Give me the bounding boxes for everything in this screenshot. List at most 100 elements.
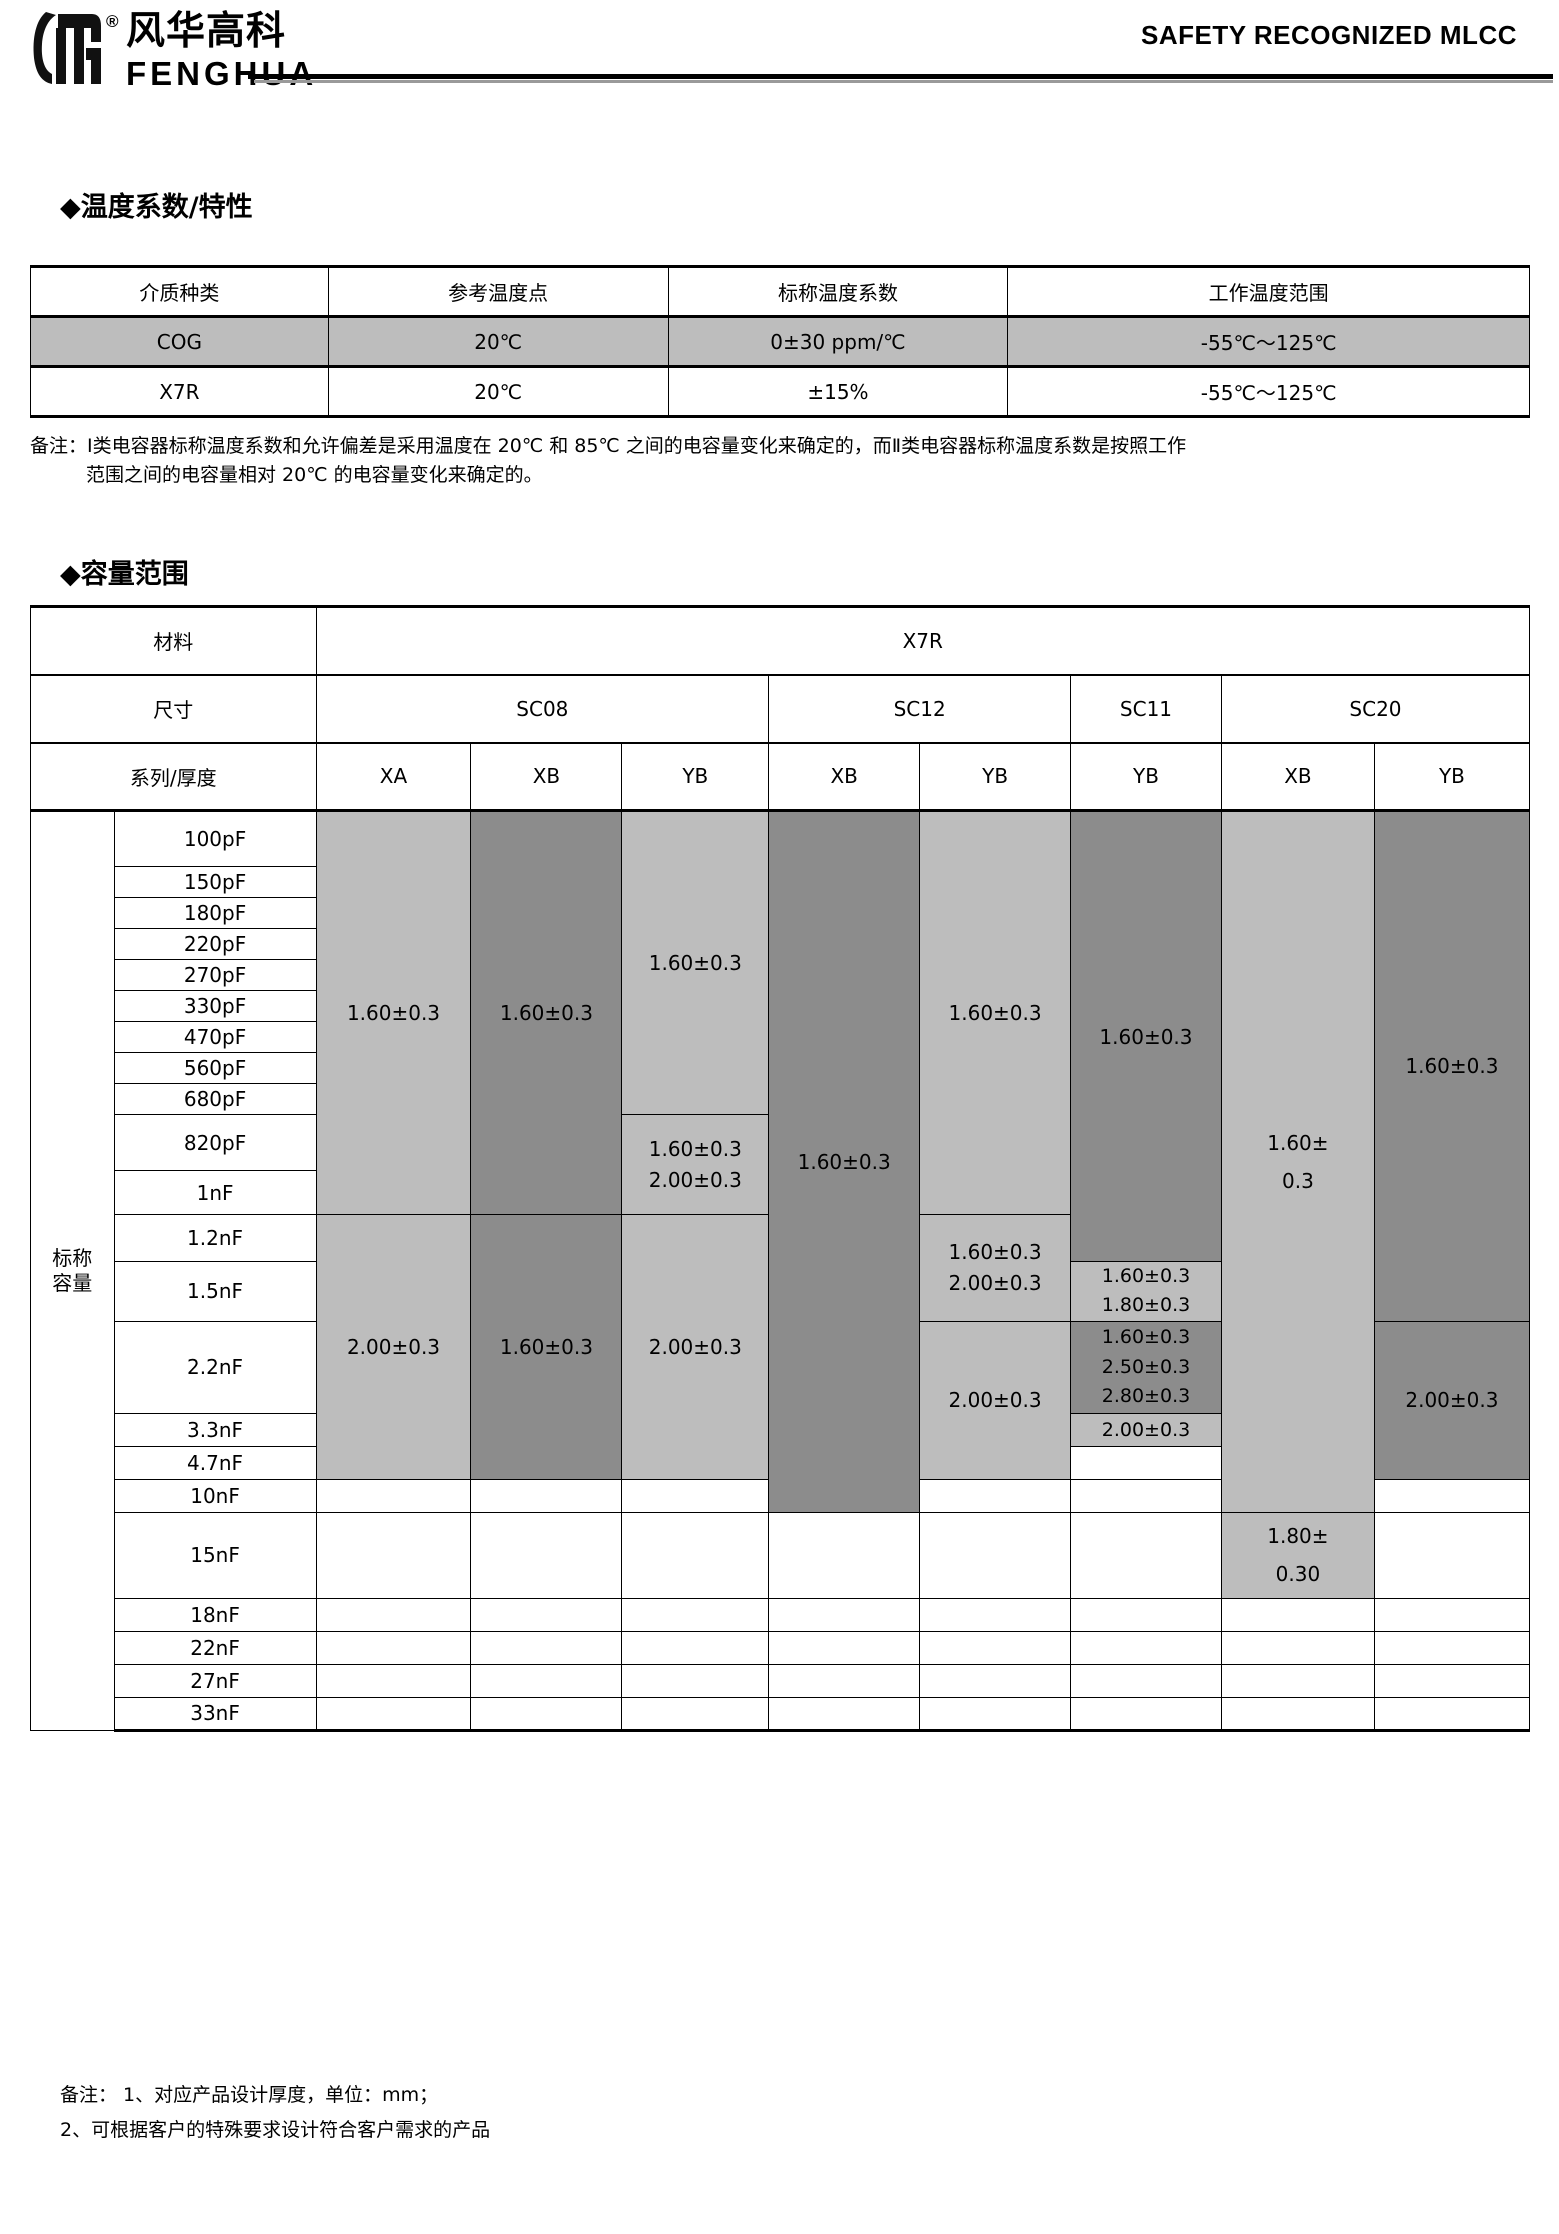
table-row-series-thickness: 系列/厚度 XA XB YB XB YB YB XB YB xyxy=(30,741,1531,812)
cell-empty-r19-c2 xyxy=(470,1597,623,1632)
cell-empty-r22-c1 xyxy=(315,1696,472,1732)
cell-sc08-xb-empty-1 xyxy=(470,1478,623,1513)
cell-empty-r21-c7 xyxy=(1220,1663,1375,1698)
cell-sc12-yb-empty-1 xyxy=(919,1478,1072,1513)
table-row: 27nF xyxy=(31,1663,1531,1698)
nominal-cap-label-l1: 标称 xyxy=(52,1245,93,1270)
cell-capacitance-150pF: 150pF xyxy=(113,866,317,898)
temperature-table-note: 备注：Ⅰ类电容器标称温度系数和允许偏差是采用温度在 20℃ 和 85℃ 之间的电… xyxy=(30,432,1530,489)
table-row: 2.2nF 2.00±0.3 1.60±0.3 2.50±0.3 2.80±0.3 … xyxy=(31,1320,1531,1480)
cell-empty-r21-c4 xyxy=(768,1663,921,1698)
row-label-size: 尺寸 xyxy=(30,673,317,743)
nominal-cap-label-l2: 容量 xyxy=(52,1270,93,1295)
page-header: ® 风华高科 FENGHUA SAFETY RECOGNIZED MLCC xyxy=(0,0,1559,108)
sc12-yb-mid-value-a: 1.60±0.3 xyxy=(948,1239,1042,1264)
cell-capacitance-220pF: 220pF xyxy=(113,928,317,960)
cell-dielectric-cog: COG xyxy=(30,315,329,368)
sc08-yb-mid-value-a: 1.60±0.3 xyxy=(648,1136,742,1161)
cell-sc08-xa-bottom: 2.00±0.3 xyxy=(315,1214,472,1480)
cell-sc12-yb-bottom: 2.00±0.3 xyxy=(919,1320,1072,1480)
cell-capacitance-27nF: 27nF xyxy=(113,1663,317,1698)
table-row: COG 20℃ 0±30 ppm/℃ -55℃～125℃ xyxy=(30,315,1530,368)
cell-sc11-yb-pair-1: 1.60±0.3 1.80±0.3 xyxy=(1070,1261,1222,1322)
fenghua-logo-icon: ® xyxy=(30,8,119,86)
table-row: 15nF 1.80± 0.30 xyxy=(31,1511,1531,1599)
row-label-nominal-capacitance: 标称 容量 xyxy=(30,810,115,1731)
table-row: 180pF xyxy=(31,897,1530,929)
temperature-coefficient-table: 介质种类 参考温度点 标称温度系数 工作温度范围 COG 20℃ 0±30 pp… xyxy=(30,265,1530,418)
cell-capacitance-33nF: 33nF xyxy=(113,1696,317,1732)
cell-sc08-xa-empty-2 xyxy=(315,1511,472,1599)
capacitance-note-line-2: 2、可根据客户的特殊要求设计符合客户需求的产品 xyxy=(60,2119,491,2142)
table-row: 470pF xyxy=(31,1021,1530,1053)
table-row: 270pF xyxy=(31,959,1530,991)
cell-empty-r20-c8 xyxy=(1373,1630,1531,1665)
cell-material-x7r: X7R xyxy=(315,605,1530,675)
cell-sc08-xa-top: 1.60±0.3 xyxy=(315,810,472,1215)
cell-empty-r19-c6 xyxy=(1070,1597,1222,1632)
col-header-dielectric: 介质种类 xyxy=(30,265,329,317)
table-row-material: 材料 X7R xyxy=(30,605,1530,675)
cell-sc20-yb-bottom: 2.00±0.3 xyxy=(1373,1320,1531,1480)
cell-empty-r21-c1 xyxy=(315,1663,472,1698)
cell-sc08-xa-empty-1 xyxy=(315,1478,472,1513)
cell-capacitance-330pF: 330pF xyxy=(113,990,317,1022)
cell-sc11-empty-2 xyxy=(1070,1478,1222,1513)
cell-sc08-yb-bottom: 2.00±0.3 xyxy=(621,1214,770,1480)
capacitance-range-table: 材料 X7R 尺寸 SC08 SC12 SC11 SC20 系列/厚度 XA X… xyxy=(30,605,1531,1732)
sc11-yb-value-e: 2.80±0.3 xyxy=(1101,1385,1191,1408)
sc12-yb-mid-value-b: 2.00±0.3 xyxy=(948,1270,1042,1295)
table-row: 220pF xyxy=(31,928,1530,960)
cell-capacitance-1.2nF: 1.2nF xyxy=(113,1214,317,1262)
cell-sc20-xb-top: 1.60± 0.3 xyxy=(1220,810,1375,1513)
cell-sc11-yb-triple: 1.60±0.3 2.50±0.3 2.80±0.3 xyxy=(1070,1320,1222,1414)
cell-capacitance-180pF: 180pF xyxy=(113,897,317,929)
table-row: 330pF xyxy=(31,990,1530,1022)
logo-wordmark: 风华高科 FENGHUA xyxy=(126,8,317,92)
cell-empty-r20-c2 xyxy=(470,1630,623,1665)
cell-empty-r20-c6 xyxy=(1070,1630,1222,1665)
sc11-yb-value-c: 1.60±0.3 xyxy=(1101,1326,1191,1349)
cell-empty-r19-c1 xyxy=(315,1597,472,1632)
cell-temp-coeff-cog: 0±30 ppm/℃ xyxy=(667,315,1009,368)
cell-sc08-xb-top: 1.60±0.3 xyxy=(470,810,623,1215)
capacitance-note-line-1: 备注： 1、对应产品设计厚度，单位：mm； xyxy=(60,2084,439,2106)
cell-capacitance-22nF: 22nF xyxy=(113,1630,317,1665)
cell-empty-r19-c8 xyxy=(1373,1597,1531,1632)
cell-capacitance-4.7nF: 4.7nF xyxy=(113,1445,317,1480)
sc20-xb-bottom-value-l2: 0.30 xyxy=(1275,1562,1321,1587)
cell-sc08-yb-mid: 1.60±0.3 2.00±0.3 xyxy=(621,1114,770,1215)
cell-capacitance-270pF: 270pF xyxy=(113,959,317,991)
cell-sc08-yb-top: 1.60±0.3 xyxy=(621,810,770,1115)
cell-empty-r22-c6 xyxy=(1070,1696,1222,1732)
cell-ref-temp-x7r: 20℃ xyxy=(327,366,669,418)
cell-series-sc20-yb: YB xyxy=(1373,741,1531,812)
cell-empty-r21-c8 xyxy=(1373,1663,1531,1698)
cell-empty-r19-c4 xyxy=(768,1597,921,1632)
cell-empty-r19-c7 xyxy=(1220,1597,1375,1632)
cell-capacitance-100pF: 100pF xyxy=(113,810,317,867)
table-row-size: 尺寸 SC08 SC12 SC11 SC20 xyxy=(30,673,1531,743)
cell-ref-temp-cog: 20℃ xyxy=(327,315,669,368)
cell-empty-r21-c3 xyxy=(621,1663,770,1698)
company-logo: ® 风华高科 FENGHUA xyxy=(30,8,317,92)
cell-empty-r19-c3 xyxy=(621,1597,770,1632)
cell-capacitance-2.2nF: 2.2nF xyxy=(113,1320,317,1414)
cell-empty-r22-c3 xyxy=(621,1696,770,1732)
cell-op-range-x7r: -55℃～125℃ xyxy=(1007,366,1530,418)
cell-empty-r20-c4 xyxy=(768,1630,921,1665)
cell-empty-r19-c5 xyxy=(919,1597,1072,1632)
cell-capacitance-470pF: 470pF xyxy=(113,1021,317,1053)
cell-empty-r21-c5 xyxy=(919,1663,1072,1698)
sc08-yb-mid-value-b: 2.00±0.3 xyxy=(648,1167,742,1192)
cell-capacitance-15nF: 15nF xyxy=(113,1511,317,1599)
table-row: 820pF 1.60±0.3 2.00±0.3 xyxy=(31,1114,1530,1215)
cell-capacitance-820pF: 820pF xyxy=(113,1114,317,1171)
cell-sc12-xb: 1.60±0.3 xyxy=(768,810,921,1513)
cell-capacitance-680pF: 680pF xyxy=(113,1083,317,1115)
cell-empty-r20-c7 xyxy=(1220,1630,1375,1665)
header-divider xyxy=(248,74,1553,84)
cell-size-sc08: SC08 xyxy=(315,673,770,743)
row-label-series-thickness: 系列/厚度 xyxy=(30,741,317,812)
